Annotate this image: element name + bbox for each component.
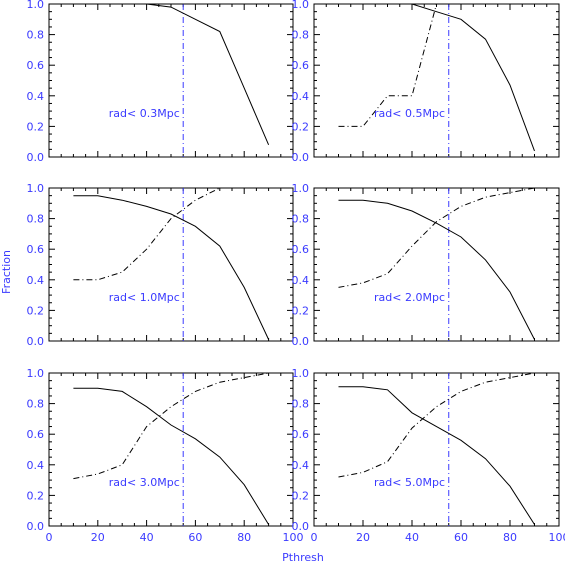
y-tick-label: 1.0: [292, 367, 310, 380]
panel-label: rad< 5.0Mpc: [374, 476, 445, 489]
y-tick-label: 1.0: [27, 0, 45, 11]
x-tick-label: 20: [91, 531, 105, 544]
y-tick-label: 0.8: [292, 398, 310, 411]
x-tick-label: 40: [405, 531, 419, 544]
x-tick-label: 60: [188, 531, 202, 544]
y-tick-label: 0.4: [27, 274, 45, 287]
series-dashdot-line: [73, 372, 269, 480]
y-tick-label: 0.4: [27, 459, 45, 472]
y-tick-label: 0.6: [292, 59, 310, 72]
panel-frame: [48, 3, 294, 158]
y-tick-label: 0.6: [292, 428, 310, 441]
y-tick-label: 0.8: [27, 29, 45, 42]
y-tick-label: 0.2: [292, 120, 310, 133]
y-tick-label: 0.4: [292, 274, 310, 287]
panel-6: 0 20 40 60 80 100 0.0 0.2 0.4 0.6 0.8 1.0 rad< 5.0Mp…: [292, 367, 565, 544]
panel-frame: [313, 187, 560, 342]
x-tick-label: 80: [237, 531, 251, 544]
x-tick-label: 80: [503, 531, 517, 544]
y-tick-label: 1.0: [27, 182, 45, 195]
y-tick-label: 0.0: [292, 520, 310, 533]
y-tick-label: 0.4: [292, 90, 310, 103]
panel-4: 0.0 0.2 0.4 0.6 0.8 1.0 rad< 2.0Mpc: [292, 182, 560, 348]
series-dashdot-line: [73, 187, 269, 281]
panel-label: rad< 2.0Mpc: [374, 291, 445, 304]
y-tick-label: 0.0: [292, 151, 310, 164]
panel-1: 0.0 0.2 0.4 0.6 0.8 1.0 rad< 0.3Mpc: [27, 0, 294, 164]
y-tick-label: 0.0: [27, 520, 45, 533]
y-tick-label: 0.8: [27, 398, 45, 411]
x-tick-label: 100: [549, 531, 565, 544]
series-solid-line: [338, 386, 535, 525]
panel-frame: [313, 3, 560, 158]
y-tick-label: 0.0: [27, 151, 45, 164]
y-tick-label: 0.2: [27, 489, 45, 502]
y-tick-label: 0.0: [27, 335, 45, 348]
series-dashdot-line: [338, 372, 535, 478]
x-tick-label: 0: [311, 531, 318, 544]
panel-frame: [313, 372, 560, 527]
panel-label: rad< 1.0Mpc: [109, 291, 180, 304]
x-tick-label: 20: [356, 531, 370, 544]
y-tick-label: 0.8: [292, 29, 310, 42]
series-solid-line: [338, 199, 535, 340]
y-tick-label: 0.6: [292, 243, 310, 256]
y-tick-label: 0.2: [292, 489, 310, 502]
series-solid-line: [73, 195, 270, 340]
y-tick-label: 0.4: [292, 459, 310, 472]
y-tick-label: 1.0: [292, 182, 310, 195]
y-tick-label: 1.0: [292, 0, 310, 11]
panel-label: rad< 0.3Mpc: [109, 107, 180, 120]
y-tick-label: 0.6: [27, 243, 45, 256]
series-solid-line: [338, 3, 535, 152]
series-dashdot-line: [338, 187, 535, 288]
panel-label: rad< 0.5Mpc: [374, 107, 445, 120]
panel-frame: [48, 187, 294, 342]
x-tick-label: 60: [454, 531, 468, 544]
x-axis-title: Pthresh: [282, 551, 324, 564]
x-tick-label: 100: [283, 531, 304, 544]
series-solid-line: [73, 387, 270, 525]
y-tick-label: 0.2: [27, 120, 45, 133]
panel-5: 0 20 40 60 80 100 0.0 0.2 0.4 0.6 0.8 1.0 rad< 3.0Mp…: [27, 367, 304, 544]
panel-2: 0.0 0.2 0.4 0.6 0.8 1.0 rad< 0.5Mpc: [292, 0, 560, 164]
y-tick-label: 0.6: [27, 59, 45, 72]
y-tick-label: 0.8: [292, 213, 310, 226]
y-axis-title: Fraction: [0, 250, 13, 294]
panel-label: rad< 3.0Mpc: [109, 476, 180, 489]
y-tick-label: 0.0: [292, 335, 310, 348]
panel-frame: [48, 372, 294, 527]
y-tick-label: 0.2: [292, 304, 310, 317]
y-tick-label: 0.4: [27, 90, 45, 103]
panel-3: 0.0 0.2 0.4 0.6 0.8 1.0 rad< 1.0Mpc: [27, 182, 294, 348]
y-tick-label: 0.2: [27, 304, 45, 317]
series-dashdot-line: [338, 3, 535, 127]
y-tick-label: 0.6: [27, 428, 45, 441]
series-solid-line: [73, 3, 270, 145]
x-tick-label: 0: [46, 531, 53, 544]
y-tick-label: 1.0: [27, 367, 45, 380]
x-tick-label: 40: [140, 531, 154, 544]
y-tick-label: 0.8: [27, 213, 45, 226]
